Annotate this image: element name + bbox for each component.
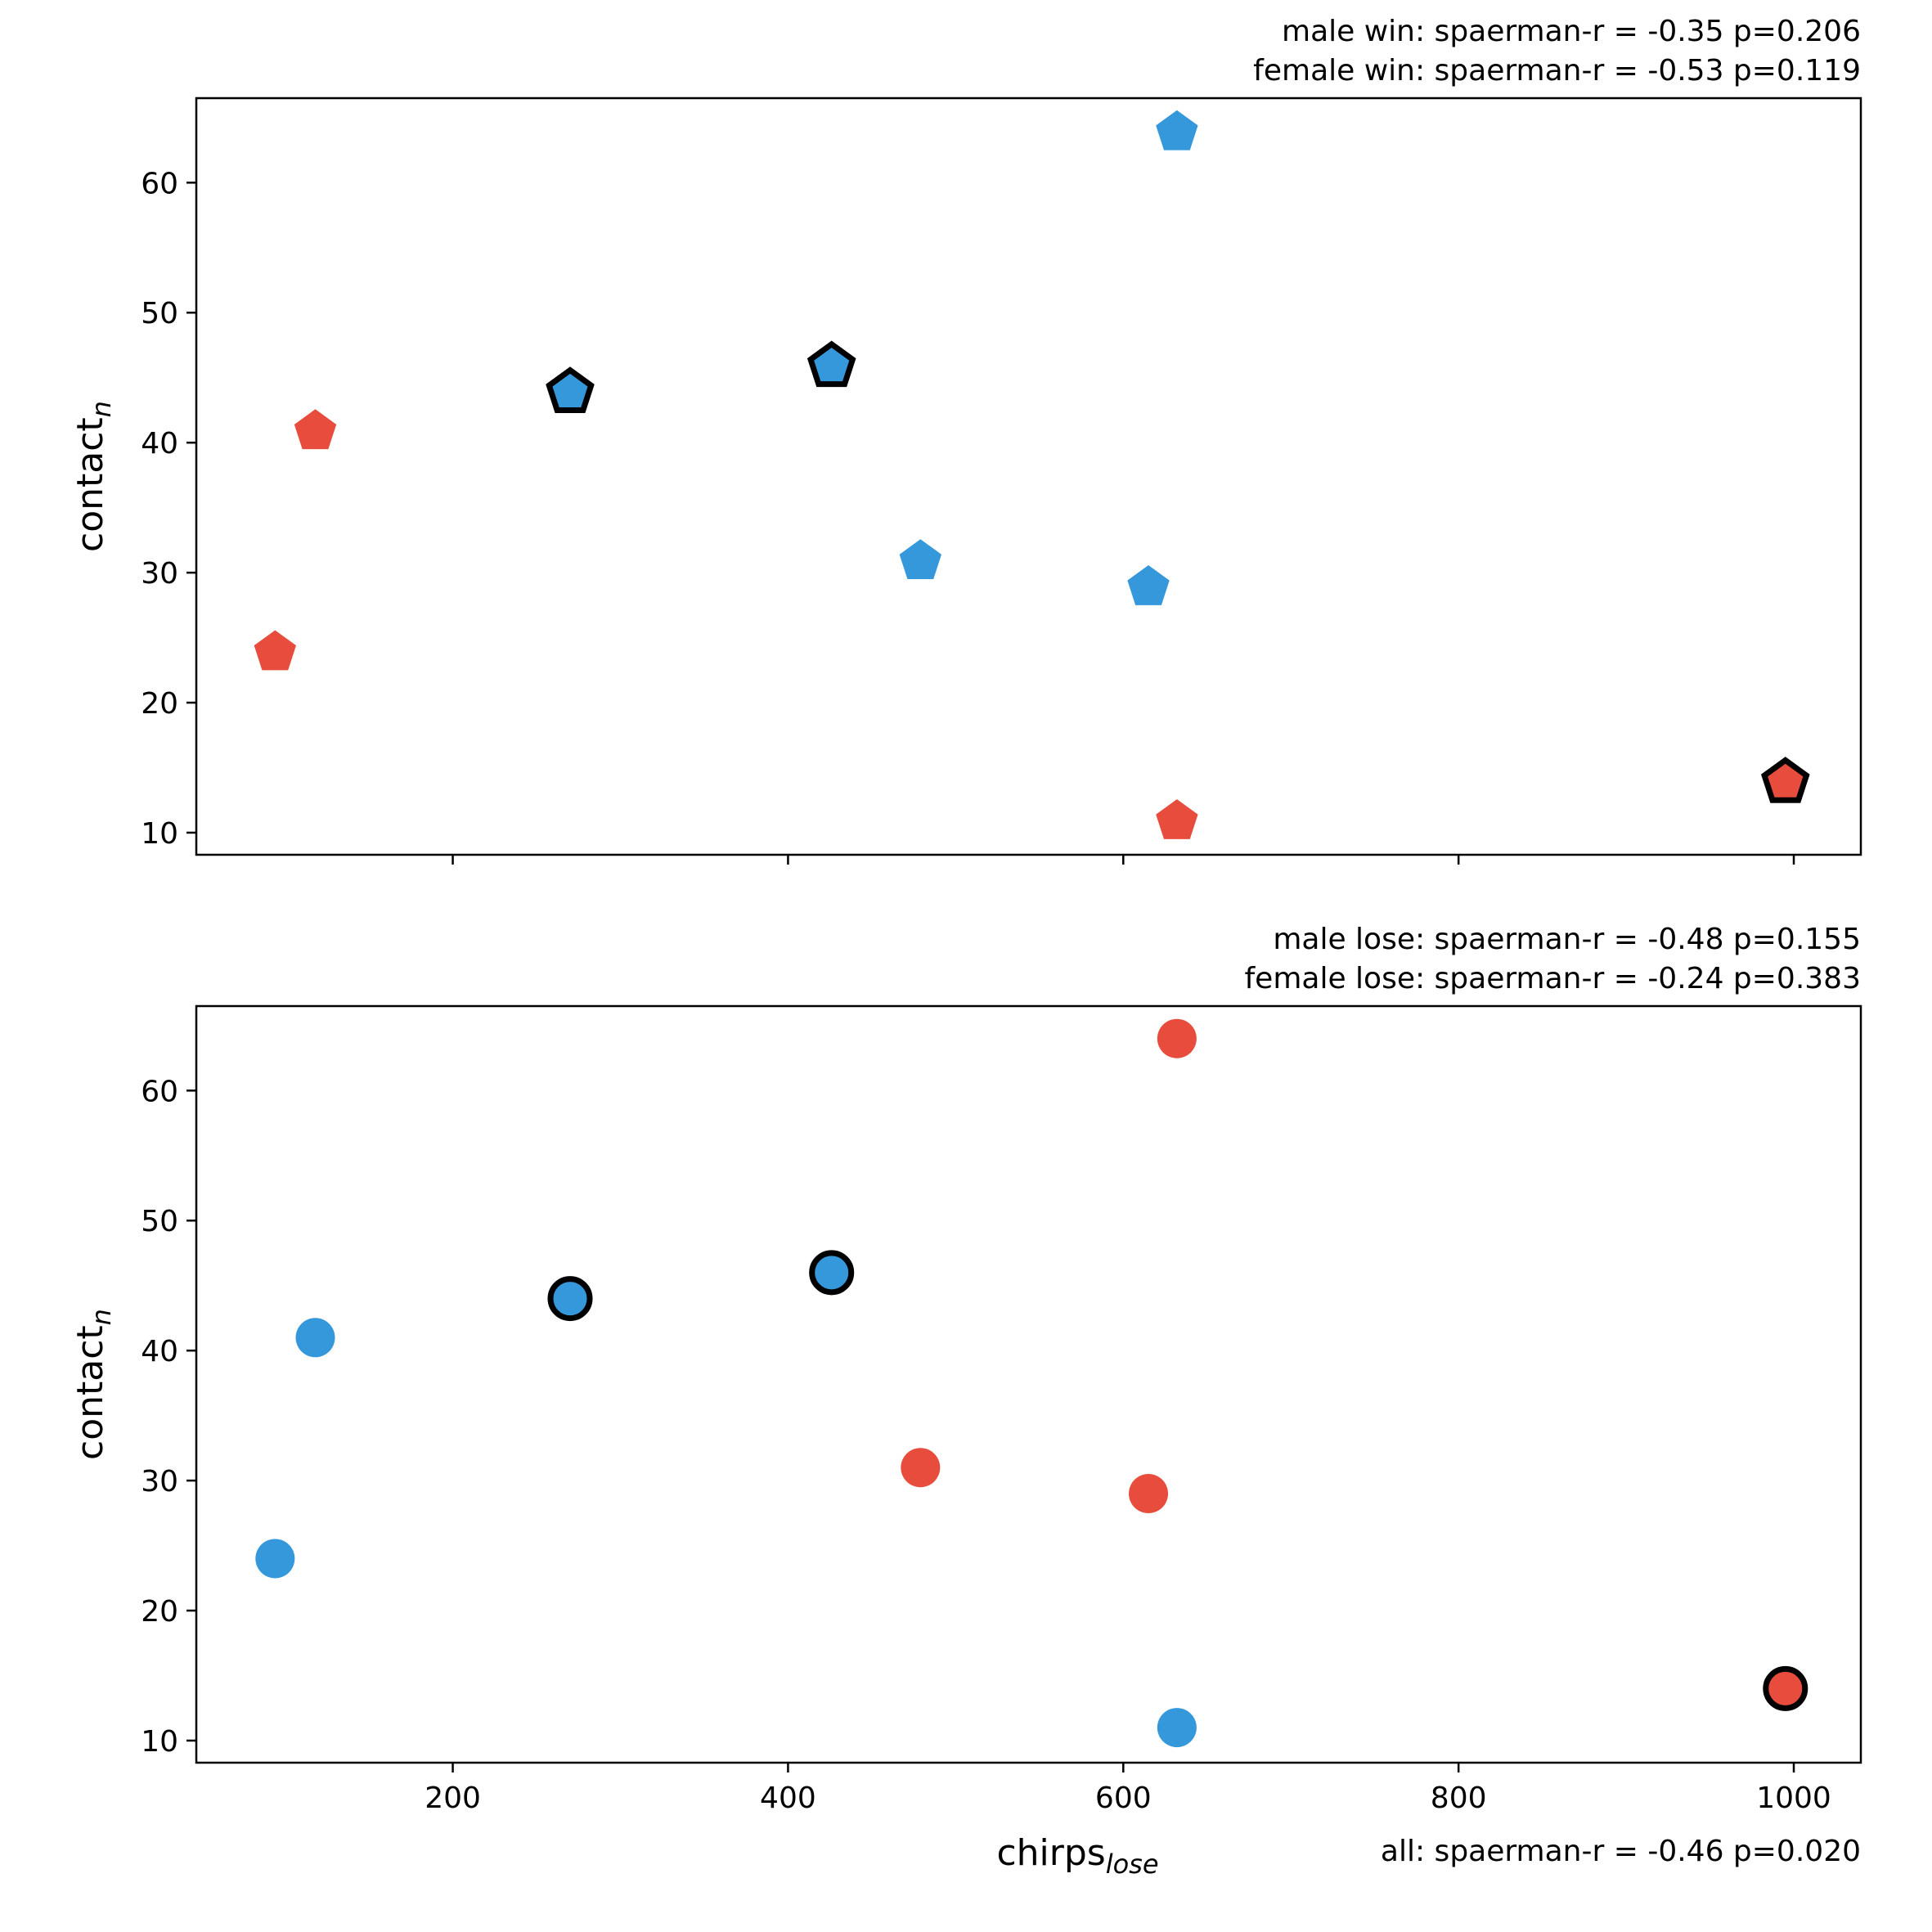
stat-text: male lose: spaerman-r = -0.48 p=0.155 (1273, 923, 1861, 956)
data-point-male (1156, 110, 1198, 151)
data-point-male (547, 1276, 593, 1322)
y-tick-label: 30 (141, 557, 178, 591)
data-point-male (255, 1539, 295, 1579)
y-tick-label: 50 (141, 1205, 178, 1238)
y-axis-label-main: contact (70, 417, 111, 552)
data-point-female (901, 1448, 941, 1488)
data-point-female (1129, 1474, 1169, 1514)
axes-frame (195, 1004, 1862, 1764)
x-tick-label: 600 (1095, 1781, 1152, 1815)
footer-stat-text: all: spaerman-r = -0.46 p=0.020 (1381, 1835, 1861, 1868)
data-point-female (254, 630, 296, 671)
y-axis-label: contactn (70, 401, 117, 552)
panel-top: 10 20 30 40 50 60 contactn male win: spaerman-r… (70, 15, 1862, 865)
y-tick-label: 40 (141, 1335, 178, 1368)
y-axis-label-sub: n (86, 401, 117, 417)
axes-frame (195, 97, 1862, 856)
x-axis-label: chirpslose (996, 1832, 1158, 1880)
stat-text: male win: spaerman-r = -0.35 p=0.206 (1282, 15, 1861, 48)
data-point-male (546, 366, 595, 413)
y-tick-label: 60 (141, 1075, 178, 1108)
data-point-female (1157, 1018, 1197, 1058)
data-point-male (1127, 565, 1170, 605)
data-point-female (1760, 757, 1810, 803)
y-tick-label: 60 (141, 167, 178, 200)
data-point-male (1157, 1708, 1197, 1748)
data-point-male (806, 340, 856, 388)
data-point-female (1156, 799, 1198, 839)
x-tick-label: 800 (1431, 1781, 1487, 1815)
x-axis-label-main: chirps (996, 1832, 1105, 1874)
data-point-male (809, 1250, 855, 1296)
y-axis-label-main: contact (70, 1325, 111, 1460)
panel-bottom: 10 20 30 40 50 60 200 400 600 800 1000 contactn male… (70, 923, 1862, 1880)
y-tick-label: 40 (141, 427, 178, 461)
x-tick-label: 400 (760, 1781, 816, 1815)
stat-text: female win: spaerman-r = -0.53 p=0.119 (1253, 54, 1861, 88)
x-tick-label: 200 (425, 1781, 481, 1815)
data-point-male (295, 1318, 335, 1358)
data-point-male (899, 539, 941, 580)
y-tick-label: 50 (141, 297, 178, 330)
y-axis-label-sub: n (86, 1309, 117, 1325)
x-axis-label-sub: lose (1106, 1849, 1159, 1880)
data-point-female (294, 409, 337, 450)
y-tick-label: 10 (141, 1725, 178, 1759)
y-tick-label: 20 (141, 1595, 178, 1629)
stat-text: female lose: spaerman-r = -0.24 p=0.383 (1245, 962, 1862, 995)
x-tick-label: 1000 (1756, 1781, 1831, 1815)
y-tick-label: 30 (141, 1465, 178, 1498)
y-tick-label: 10 (141, 817, 178, 851)
y-tick-label: 20 (141, 687, 178, 721)
data-point-female (1763, 1665, 1808, 1711)
y-axis-label: contactn (70, 1309, 117, 1460)
